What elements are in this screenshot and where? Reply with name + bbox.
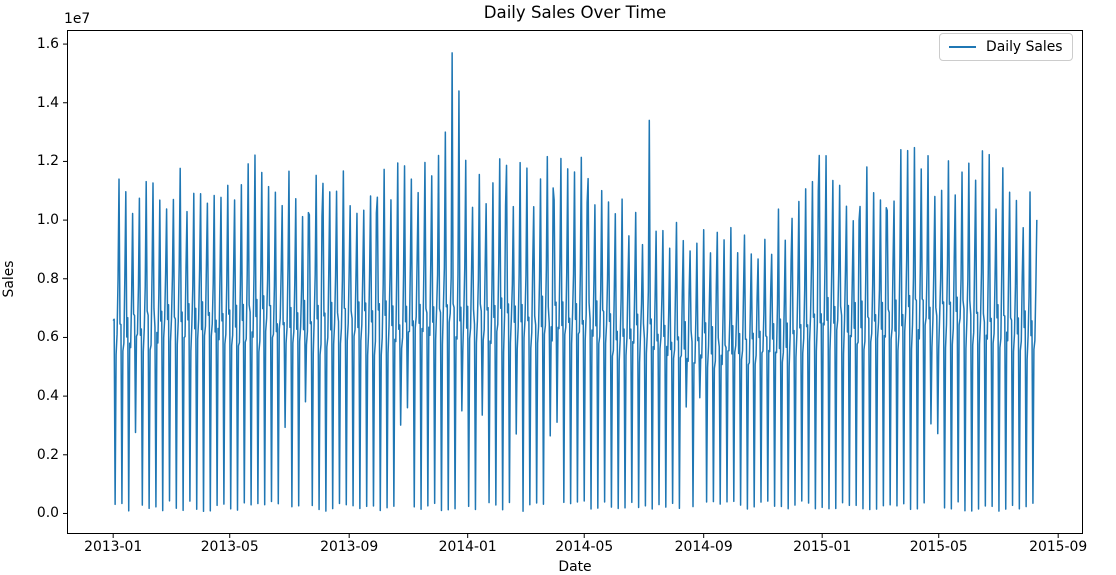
series-line-daily-sales [112, 52, 1038, 513]
x-tick-label: 2015-05 [909, 539, 968, 555]
y-tick-label: 1.0 [36, 212, 59, 229]
x-tick-label: 2014-09 [674, 539, 733, 555]
y-tick-label: 0.0 [36, 505, 59, 522]
x-tick-label: 2013-05 [200, 539, 259, 555]
legend-label: Daily Sales [986, 39, 1063, 55]
chart-title: Daily Sales Over Time [483, 3, 667, 22]
axis-tick-marks [63, 43, 1059, 538]
y-tick-label: 1.4 [36, 94, 59, 111]
axes-spines [67, 30, 1083, 534]
y-tick-label: 1.2 [36, 153, 59, 170]
x-tick-label: 2014-05 [555, 539, 614, 555]
y-axis-offset-text: 1e7 [64, 11, 91, 27]
x-tick-label: 2015-09 [1029, 539, 1088, 555]
y-tick-label: 0.8 [36, 270, 59, 287]
y-tick-label: 1.6 [36, 36, 59, 53]
legend: Daily Sales [939, 33, 1073, 61]
x-axis-label: Date [558, 559, 592, 575]
x-tick-label: 2015-01 [793, 539, 852, 555]
y-tick-label: 0.6 [36, 329, 59, 346]
x-tick-label: 2013-09 [320, 539, 379, 555]
x-tick-label: 2013-01 [84, 539, 143, 555]
y-tick-label: 0.4 [36, 388, 59, 405]
y-tick-label: 0.2 [36, 446, 59, 463]
x-tick-label: 2014-01 [438, 539, 497, 555]
legend-line-sample-icon [949, 46, 976, 48]
